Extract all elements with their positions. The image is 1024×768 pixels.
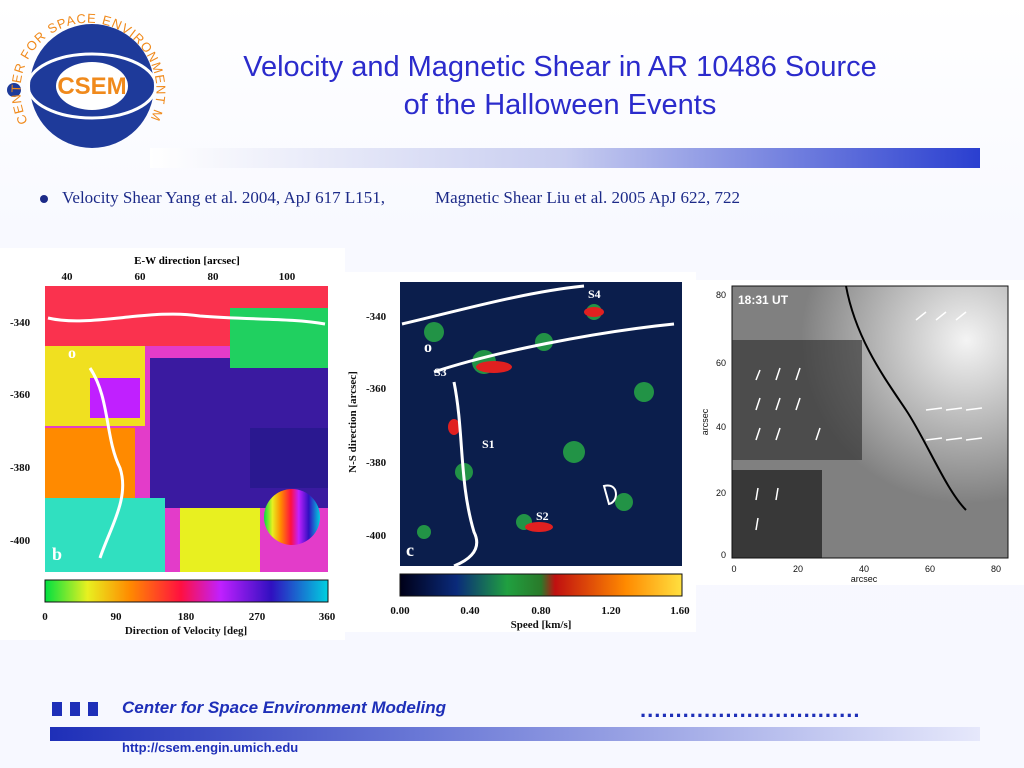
panel-b-colorbar-tick: 90 xyxy=(111,611,123,623)
panel-c-colorbar-title: Speed [km/s] xyxy=(511,619,572,631)
bullet-magnetic-shear: Magnetic Shear Liu et al. 2005 ApJ 622, … xyxy=(434,188,740,207)
panel-c-letter: c xyxy=(406,540,414,560)
panel-c-label-s1: S1 xyxy=(482,437,495,451)
panel-c-colorbar-tick: 1.20 xyxy=(601,605,621,617)
panel-b-colorbar-title: Direction of Velocity [deg] xyxy=(125,625,247,637)
footer-url-link[interactable]: http://csem.engin.umich.edu xyxy=(122,740,299,755)
panel-magnetic-y-tick: 60 xyxy=(716,358,726,368)
panel-c-left-tick: -380 xyxy=(366,457,387,469)
panel-c-left-axis-title: N-S direction [arcsec] xyxy=(347,371,359,473)
panel-b-colorbar-tick: 180 xyxy=(178,611,195,623)
panel-b-marker-o: o xyxy=(68,345,76,362)
panel-magnetic-x-tick: 60 xyxy=(925,564,935,574)
bullet-item: Velocity Shear Yang et al. 2004, ApJ 617… xyxy=(40,188,740,208)
panel-b-figure: E-W direction [arcsec] 40 60 80 100 -340… xyxy=(0,248,345,640)
footer-square-icon xyxy=(70,702,80,716)
panel-c-colorbar xyxy=(399,573,683,597)
panel-c-colorbar-tick: 0.80 xyxy=(531,605,551,617)
panel-magnetic-y-tick: 20 xyxy=(716,488,726,498)
panel-b-top-tick: 80 xyxy=(208,271,220,283)
title-line-1: Velocity and Magnetic Shear in AR 10486 … xyxy=(243,51,877,83)
bullet-dot-icon xyxy=(40,195,48,204)
panel-c-colorbar-tick: 1.60 xyxy=(670,605,690,617)
footer-gradient-bar xyxy=(50,727,980,741)
panel-b-top-tick: 40 xyxy=(62,271,74,283)
title-line-2: of the Halloween Events xyxy=(403,89,717,121)
panel-b-colorbar-tick: 0 xyxy=(42,611,48,623)
panel-b-top-axis-title: E-W direction [arcsec] xyxy=(134,255,240,267)
footer-dots: ............................... xyxy=(640,697,861,722)
panel-magnetic-x-tick: 20 xyxy=(793,564,803,574)
panel-c-label-s2: S2 xyxy=(536,509,549,523)
slide-title: Velocity and Magnetic Shear in AR 10486 … xyxy=(180,48,940,124)
panel-magnetic-figure: 18:31 UT 80 60 40 20 0 0 20 40 60 80 arc… xyxy=(696,280,1024,585)
panel-c-left-tick: -360 xyxy=(366,383,387,395)
panel-c-colorbar-tick: 0.40 xyxy=(460,605,480,617)
csem-logo: CSEM CENTER FOR SPACE ENVIRONMENT MODELI… xyxy=(0,0,167,148)
panel-magnetic-y-tick: 40 xyxy=(716,422,726,432)
panel-b-top-tick: 60 xyxy=(135,271,147,283)
footer-square-icon xyxy=(88,702,98,716)
panel-magnetic-ylabel: arcsec xyxy=(700,408,710,435)
panel-c-figure: -340 -360 -380 -400 N-S direction [arcse… xyxy=(344,272,696,632)
panel-magnetic-xlabel: arcsec xyxy=(851,574,878,584)
logo-center-text: CSEM xyxy=(57,73,126,100)
panel-b-top-tick: 100 xyxy=(279,271,296,283)
title-gradient-bar xyxy=(150,148,980,168)
panel-c-left-tick: -400 xyxy=(366,530,387,542)
panel-b-left-tick: -360 xyxy=(10,389,31,401)
panel-b-colorbar xyxy=(44,579,329,603)
footer-square-icon xyxy=(52,702,62,716)
panel-magnetic-x-tick: 40 xyxy=(859,564,869,574)
panel-b-left-tick: -400 xyxy=(10,535,31,547)
panel-b-left-tick: -340 xyxy=(10,317,31,329)
bullet-velocity-shear: Velocity Shear Yang et al. 2004, ApJ 617… xyxy=(62,188,385,207)
panel-c-label-s4: S4 xyxy=(588,287,601,301)
panel-c-marker-o: o xyxy=(424,339,432,356)
panel-b-letter: b xyxy=(52,544,62,564)
panel-magnetic-y-tick: 0 xyxy=(721,550,726,560)
panel-c-left-tick: -340 xyxy=(366,311,387,323)
footer-organization: Center for Space Environment Modeling xyxy=(122,698,446,717)
panel-b-image xyxy=(45,286,328,572)
panel-c-colorbar-tick: 0.00 xyxy=(390,605,410,617)
panel-b-colorbar-tick: 360 xyxy=(319,611,336,623)
panel-magnetic-y-tick: 80 xyxy=(716,290,726,300)
panel-b-left-tick: -380 xyxy=(10,462,31,474)
panel-magnetic-time: 18:31 UT xyxy=(738,293,789,307)
panel-magnetic-x-tick: 0 xyxy=(731,564,736,574)
panel-b-colorbar-tick: 270 xyxy=(249,611,266,623)
panel-c-label-s3: S3 xyxy=(434,365,447,379)
panel-magnetic-x-tick: 80 xyxy=(991,564,1001,574)
